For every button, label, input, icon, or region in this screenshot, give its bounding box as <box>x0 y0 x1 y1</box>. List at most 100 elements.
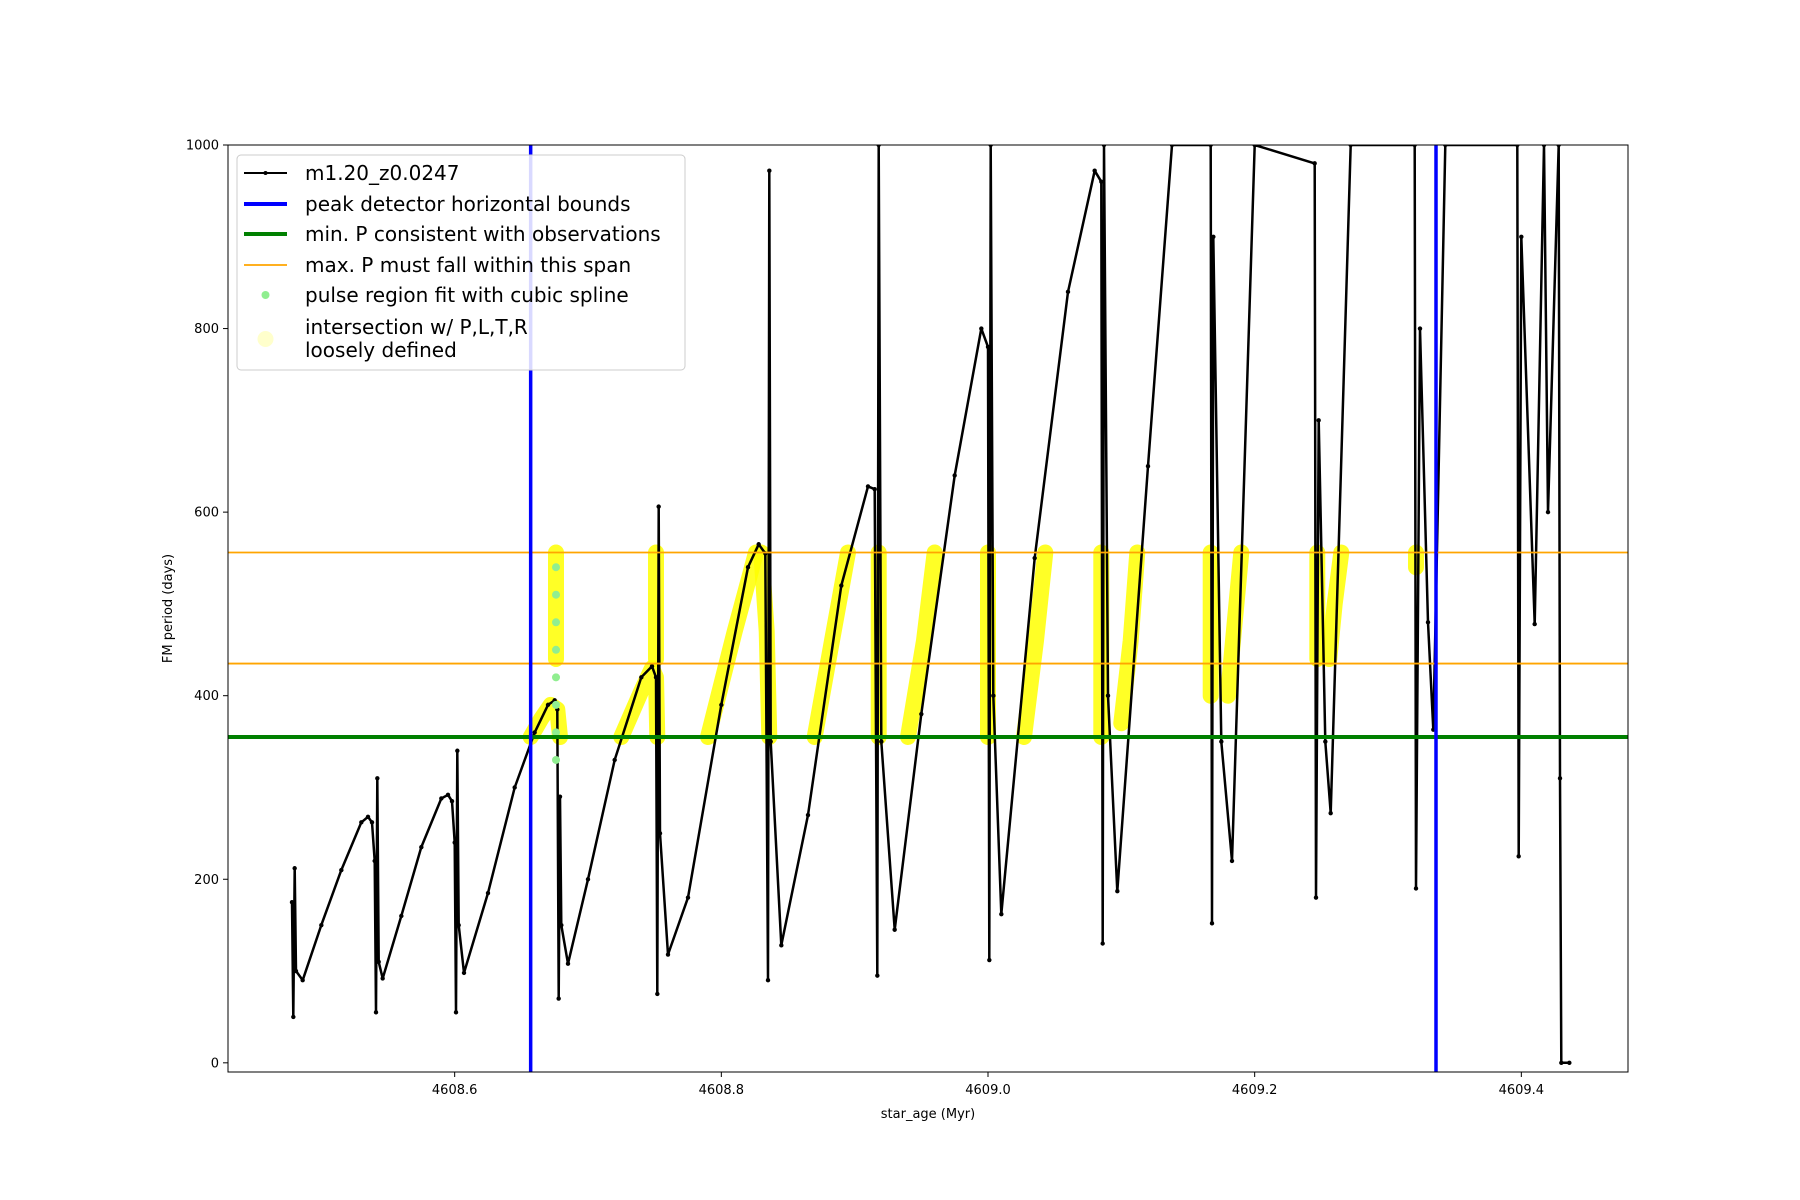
series-point-99 <box>1519 234 1524 239</box>
legend-handle-5 <box>257 331 274 347</box>
series-point-68 <box>999 911 1004 917</box>
series-point-15 <box>399 913 404 919</box>
series-point-8 <box>365 814 371 820</box>
series-point-103 <box>1556 145 1561 148</box>
series-point-25 <box>485 890 491 896</box>
series-point-64 <box>985 344 991 350</box>
series-point-97 <box>1515 145 1520 148</box>
series-point-5 <box>319 922 324 928</box>
series-point-2 <box>292 866 297 871</box>
legend-handle-4 <box>261 291 270 299</box>
x-tick-label-0: 4608.6 <box>432 1083 478 1098</box>
series-point-51 <box>768 739 773 744</box>
series-point-62 <box>952 473 957 478</box>
series-point-63 <box>979 326 984 331</box>
series-point-31 <box>556 996 561 1001</box>
series-point-38 <box>649 664 655 669</box>
series-point-53 <box>805 812 811 818</box>
series-point-9 <box>369 820 375 825</box>
series-point-41 <box>656 504 661 509</box>
intersection-segment-10 <box>1016 544 1054 745</box>
series-point-102 <box>1545 509 1551 515</box>
x-tick-label-4: 4609.4 <box>1499 1083 1545 1098</box>
series-point-7 <box>359 820 364 825</box>
series-point-3 <box>293 968 299 974</box>
series-point-32 <box>557 794 563 799</box>
series-point-20 <box>452 840 457 845</box>
series-point-37 <box>639 675 644 680</box>
legend-label-3: max. P must fall within this span <box>305 253 631 277</box>
series-point-14 <box>380 976 385 981</box>
series-point-61 <box>919 711 924 717</box>
series-point-91 <box>1412 145 1417 148</box>
series-point-96 <box>1443 145 1448 148</box>
spline-point-5 <box>552 618 560 627</box>
spline-point-4 <box>552 645 560 654</box>
series-point-27 <box>532 730 537 735</box>
y-tick-label-5: 1000 <box>186 139 219 154</box>
series-point-47 <box>756 542 761 547</box>
series-point-93 <box>1417 326 1423 331</box>
series-point-55 <box>865 484 871 489</box>
series-point-43 <box>665 952 671 957</box>
series-point-82 <box>1219 739 1224 744</box>
series-point-6 <box>339 867 344 873</box>
series-point-90 <box>1348 145 1353 148</box>
series-point-36 <box>612 757 617 763</box>
series-point-73 <box>1100 941 1105 946</box>
series-point-56 <box>872 486 877 492</box>
series-point-79 <box>1208 145 1213 148</box>
series-point-85 <box>1312 161 1317 166</box>
series-point-106 <box>1567 1060 1572 1066</box>
series-point-24 <box>461 970 467 976</box>
series-point-71 <box>1092 168 1097 173</box>
intersection-segment-12 <box>1113 544 1146 732</box>
series-point-78 <box>1169 145 1175 148</box>
series-point-4 <box>300 978 305 983</box>
series-point-21 <box>453 1010 459 1015</box>
x-tick-label-3: 4609.2 <box>1232 1083 1278 1098</box>
series-point-49 <box>765 978 771 983</box>
series-point-88 <box>1323 739 1328 744</box>
series-point-75 <box>1105 693 1111 698</box>
series-point-1 <box>291 1014 296 1020</box>
series-point-81 <box>1211 234 1216 239</box>
series-point-84 <box>1252 145 1257 148</box>
series-point-23 <box>456 922 461 928</box>
series-point-46 <box>745 564 751 570</box>
legend-box <box>236 154 686 371</box>
intersection-segment-8 <box>900 544 943 745</box>
series-point-42 <box>657 831 663 836</box>
y-tick-label-3: 600 <box>194 506 219 521</box>
series-point-17 <box>439 796 444 801</box>
series-point-83 <box>1229 858 1235 864</box>
series-point-105 <box>1559 1060 1564 1066</box>
series-point-92 <box>1413 886 1419 891</box>
series-point-35 <box>585 877 591 882</box>
legend-label-0: m1.20_z0.0247 <box>305 161 460 185</box>
series-point-18 <box>445 792 451 798</box>
series-point-100 <box>1532 621 1537 627</box>
series-point-94 <box>1425 620 1431 625</box>
intersection-segment-14 <box>1220 544 1250 704</box>
series-point-50 <box>767 168 772 173</box>
series-point-60 <box>892 927 897 932</box>
series-point-76 <box>1115 888 1120 894</box>
series-point-59 <box>879 739 884 744</box>
series-point-86 <box>1313 895 1319 900</box>
series-point-13 <box>376 959 381 965</box>
series-point-11 <box>373 1010 379 1015</box>
series-point-52 <box>779 943 784 948</box>
series-point-16 <box>419 844 424 850</box>
series-point-33 <box>559 922 564 928</box>
series-point-74 <box>1101 145 1107 148</box>
series-point-70 <box>1065 289 1071 295</box>
series-point-98 <box>1516 854 1521 859</box>
series-point-45 <box>719 702 724 708</box>
series-point-58 <box>876 145 881 148</box>
series-point-10 <box>372 858 377 864</box>
series-point-22 <box>455 748 460 753</box>
series-point-67 <box>991 693 996 698</box>
